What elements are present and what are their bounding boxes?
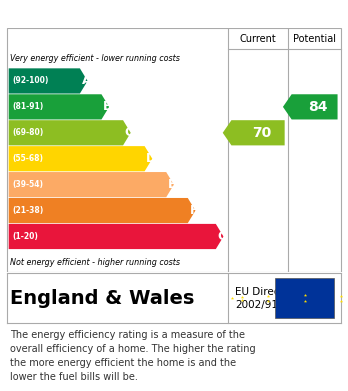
- Text: 84: 84: [308, 100, 328, 114]
- Text: F: F: [190, 204, 198, 217]
- Text: A: A: [82, 74, 91, 88]
- Polygon shape: [9, 94, 109, 120]
- Text: (21-38): (21-38): [12, 206, 44, 215]
- Polygon shape: [9, 172, 174, 197]
- Text: D: D: [147, 152, 157, 165]
- Text: E: E: [168, 178, 176, 191]
- Text: (81-91): (81-91): [12, 102, 44, 111]
- Text: EU Directive
2002/91/EC: EU Directive 2002/91/EC: [235, 287, 299, 310]
- Polygon shape: [283, 94, 338, 120]
- Text: Potential: Potential: [293, 34, 336, 43]
- Text: England & Wales: England & Wales: [10, 289, 195, 308]
- Text: (39-54): (39-54): [12, 180, 43, 189]
- Text: 70: 70: [252, 126, 271, 140]
- Polygon shape: [9, 198, 196, 223]
- Text: G: G: [218, 230, 228, 243]
- Text: Current: Current: [240, 34, 276, 43]
- Polygon shape: [9, 68, 88, 93]
- Text: Very energy efficient - lower running costs: Very energy efficient - lower running co…: [10, 54, 180, 63]
- Polygon shape: [9, 146, 152, 171]
- FancyBboxPatch shape: [275, 278, 334, 318]
- Polygon shape: [9, 224, 223, 249]
- Polygon shape: [9, 120, 131, 145]
- Text: (69-80): (69-80): [12, 128, 44, 137]
- Text: B: B: [103, 100, 113, 113]
- Text: (55-68): (55-68): [12, 154, 43, 163]
- Text: C: C: [125, 126, 134, 139]
- Polygon shape: [223, 120, 285, 145]
- Text: Energy Efficiency Rating: Energy Efficiency Rating: [10, 8, 220, 23]
- Text: Not energy efficient - higher running costs: Not energy efficient - higher running co…: [10, 258, 181, 267]
- Text: (1-20): (1-20): [12, 232, 38, 241]
- Text: (92-100): (92-100): [12, 77, 49, 86]
- Text: The energy efficiency rating is a measure of the
overall efficiency of a home. T: The energy efficiency rating is a measur…: [10, 330, 256, 382]
